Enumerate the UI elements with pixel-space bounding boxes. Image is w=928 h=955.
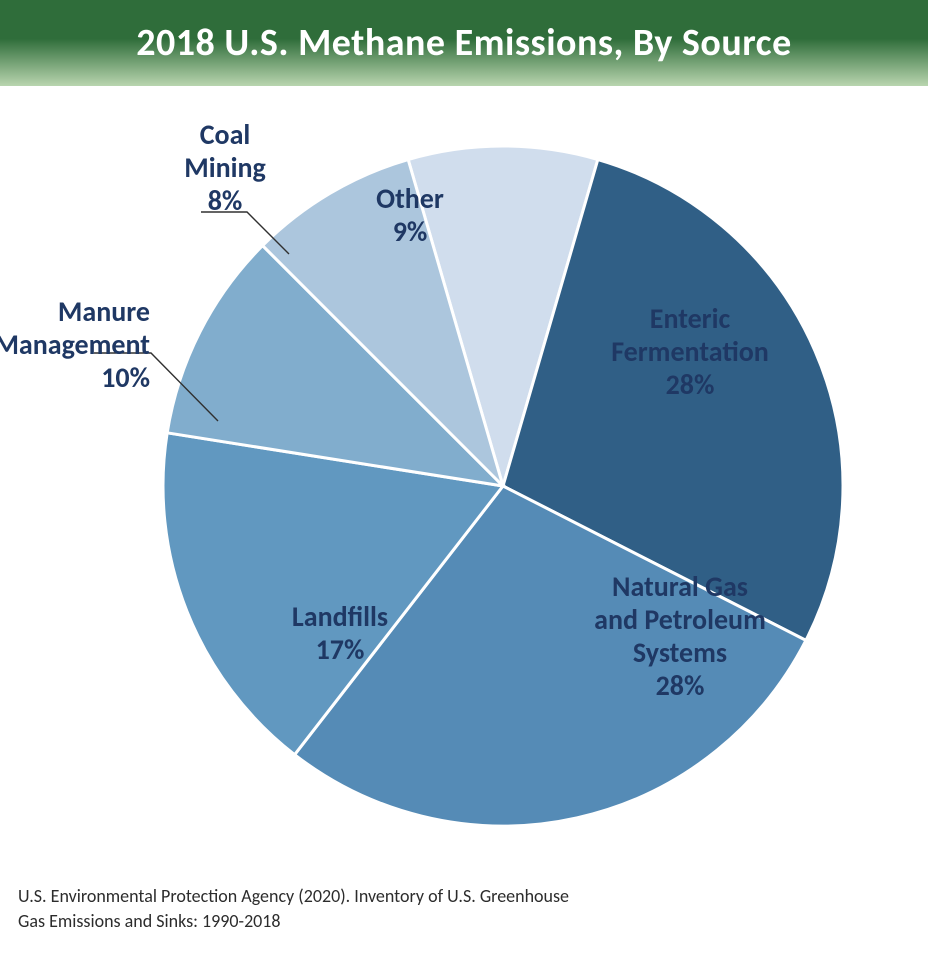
title-bar: 2018 U.S. Methane Emissions, By Source — [0, 0, 928, 86]
slice-label: CoalMining8% — [184, 117, 266, 218]
chart-title: 2018 U.S. Methane Emissions, By Source — [136, 20, 791, 66]
pie-chart: Other9%EntericFermentation28%Natural Gas… — [0, 86, 928, 876]
source-footnote: U.S. Environmental Protection Agency (20… — [18, 884, 578, 933]
slice-label: ManureManagement10% — [0, 294, 150, 395]
